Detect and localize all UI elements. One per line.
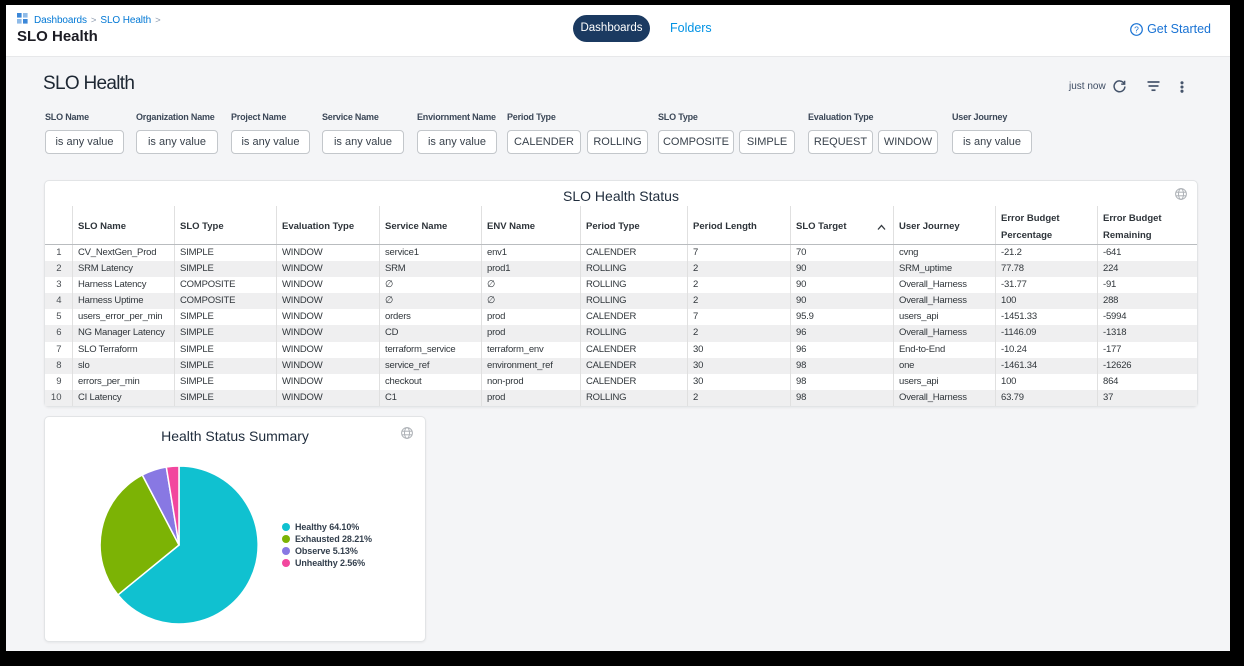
svg-text:?: ?: [1134, 24, 1139, 34]
